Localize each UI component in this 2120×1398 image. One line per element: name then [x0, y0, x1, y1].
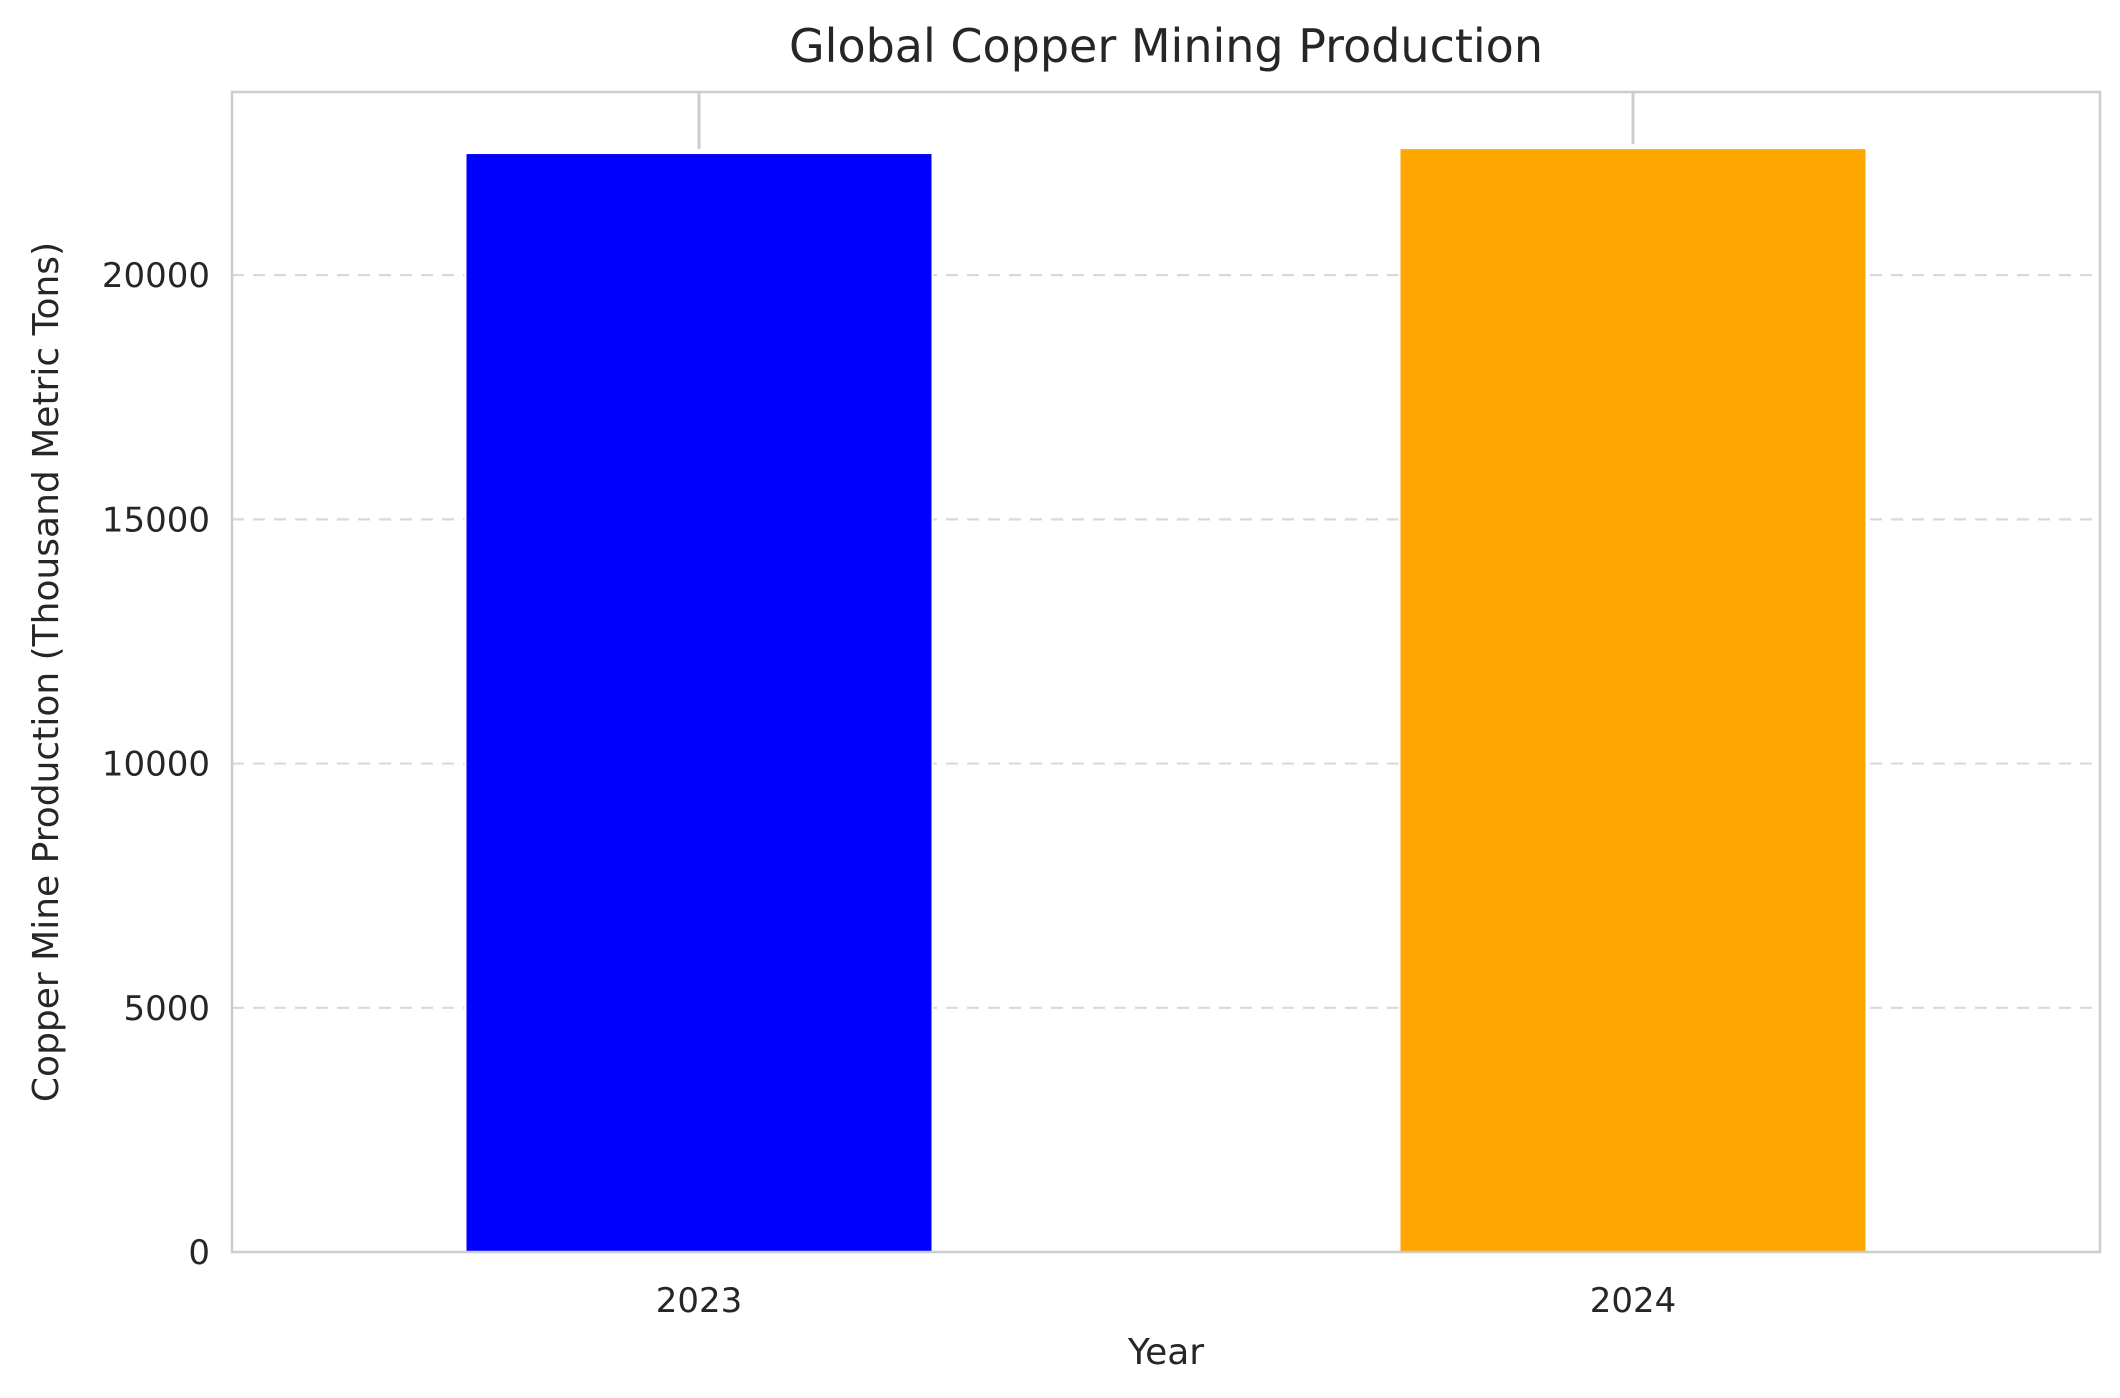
y-axis-label: Copper Mine Production (Thousand Metric … — [26, 242, 67, 1102]
bar-2024 — [1398, 147, 1868, 1253]
y-tick-5000: 5000 — [123, 989, 210, 1029]
bar-2023 — [464, 152, 934, 1254]
x-axis-label: Year — [1127, 1332, 1204, 1373]
x-tick-2024: 2024 — [1590, 1281, 1677, 1321]
x-tick-labels: 2023 2024 — [656, 1281, 1677, 1321]
y-tick-0: 0 — [188, 1233, 210, 1273]
bars — [464, 147, 1868, 1254]
x-tick-2023: 2023 — [656, 1281, 743, 1321]
y-tick-labels: 0 5000 10000 15000 20000 — [102, 256, 210, 1273]
plot-frame — [230, 90, 2102, 1254]
chart-title: Global Copper Mining Production — [789, 19, 1543, 73]
y-tick-15000: 15000 — [102, 500, 210, 540]
y-tick-20000: 20000 — [102, 256, 210, 296]
error-bars — [697, 92, 1635, 150]
y-tick-10000: 10000 — [102, 745, 210, 785]
